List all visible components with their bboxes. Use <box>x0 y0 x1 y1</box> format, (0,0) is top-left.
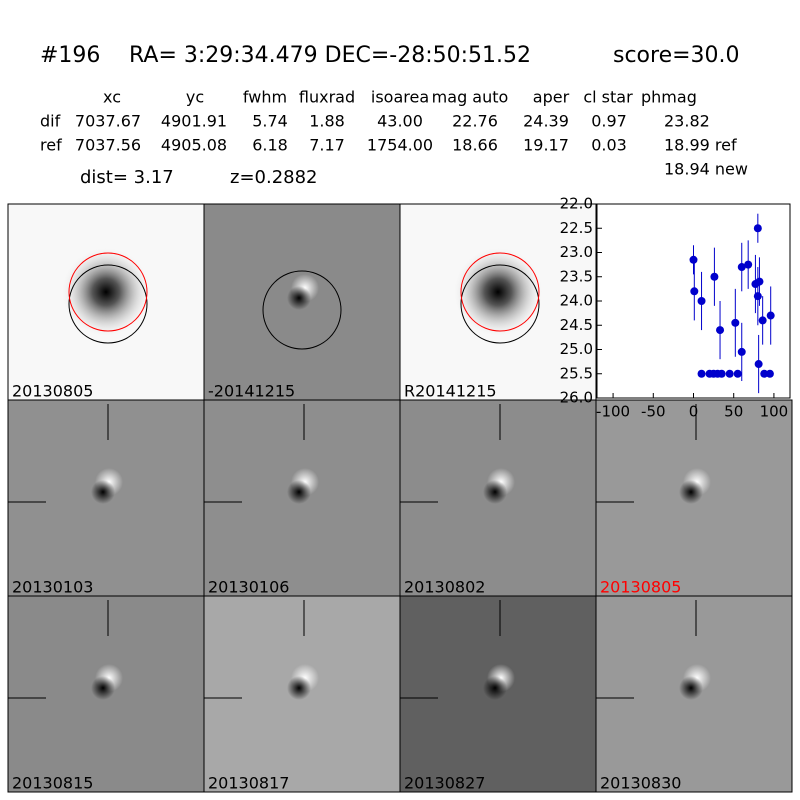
cell: 18.99 ref <box>664 136 737 155</box>
cell: 0.97 <box>591 112 627 131</box>
y-tick-label: 23.5 <box>560 267 593 285</box>
cell: 7.17 <box>309 136 345 155</box>
redshift: z=0.2882 <box>230 167 318 188</box>
cell: 23.82 <box>664 112 710 131</box>
cell: 4901.91 <box>161 112 227 131</box>
data-point <box>710 272 719 281</box>
data-point <box>733 369 742 378</box>
column-header: xc <box>103 88 121 107</box>
y-tick-label: 23.0 <box>560 243 593 261</box>
data-point <box>753 292 762 301</box>
data-point <box>760 369 769 378</box>
cell: 43.00 <box>377 112 423 131</box>
column-header: isoarea <box>371 88 429 107</box>
x-tick-label: -100 <box>596 403 630 421</box>
dark-lobe <box>679 480 703 504</box>
y-tick-label: 25.0 <box>560 340 593 358</box>
panel-label: R20141215 <box>404 382 497 401</box>
data-point <box>758 316 767 325</box>
aperture <box>460 264 540 344</box>
column-header: fluxrad <box>299 88 355 107</box>
cell: 1.88 <box>309 112 345 131</box>
panel-label: -20141215 <box>208 382 295 401</box>
row-label: dif <box>40 112 61 131</box>
cell: 24.39 <box>523 112 569 131</box>
dark-lobe <box>287 676 311 700</box>
panel-label: 20130103 <box>12 578 93 597</box>
dist: dist= 3.17 <box>80 167 174 188</box>
dark-lobe <box>91 676 115 700</box>
galaxy <box>453 247 543 337</box>
cell: 22.76 <box>452 112 498 131</box>
cell: 7037.56 <box>75 136 141 155</box>
panel-label: 20130805 <box>12 382 93 401</box>
cell: 4905.08 <box>161 136 227 155</box>
cell: 0.03 <box>591 136 627 155</box>
data-point <box>717 369 726 378</box>
score: score=30.0 <box>613 43 740 68</box>
y-tick-label: 26.0 <box>560 389 593 407</box>
panel-label: 20130805 <box>600 578 681 597</box>
dark-lobe <box>287 286 311 310</box>
coordinates: RA= 3:29:34.479 DEC=-28:50:51.52 <box>129 43 531 68</box>
panel-label: 20130106 <box>208 578 289 597</box>
plot-area <box>596 203 791 399</box>
column-header: phmag <box>641 88 697 107</box>
y-tick-label: 22.5 <box>560 219 593 237</box>
dark-lobe <box>483 676 507 700</box>
panel-label: 20130827 <box>404 774 485 793</box>
dark-lobe <box>91 480 115 504</box>
row-label: ref <box>40 136 62 155</box>
data-point <box>737 347 746 356</box>
x-tick-label: 0 <box>689 403 699 421</box>
x-tick-label: 50 <box>724 403 743 421</box>
y-tick-label: 25.5 <box>560 364 593 382</box>
column-header: aper <box>533 88 570 107</box>
object-id: #196 <box>40 43 100 68</box>
data-point <box>731 318 740 327</box>
dark-lobe <box>483 480 507 504</box>
panel-label: 20130830 <box>600 774 681 793</box>
dark-lobe <box>287 480 311 504</box>
cell: 19.17 <box>523 136 569 155</box>
galaxy <box>61 247 151 337</box>
data-point <box>689 255 698 264</box>
y-tick-label: 22.0 <box>560 195 593 213</box>
aperture <box>68 264 148 344</box>
panel-label: 20130817 <box>208 774 289 793</box>
data-point <box>725 369 734 378</box>
phmag-new: 18.94 new <box>664 160 748 179</box>
column-header: yc <box>186 88 204 107</box>
aperture-ref <box>68 252 148 332</box>
data-point <box>737 263 746 272</box>
x-tick-label: -50 <box>641 403 666 421</box>
aperture <box>262 270 342 350</box>
cell: 18.66 <box>452 136 498 155</box>
y-tick-label: 24.0 <box>560 292 593 310</box>
data-point <box>690 287 699 296</box>
cell: 7037.67 <box>75 112 141 131</box>
data-point <box>697 369 706 378</box>
data-point <box>754 360 763 369</box>
data-point <box>753 224 762 233</box>
data-point <box>716 326 725 335</box>
panel-label: 20130815 <box>12 774 93 793</box>
column-header: mag auto <box>432 88 509 107</box>
cell: 6.18 <box>252 136 288 155</box>
data-point <box>765 369 774 378</box>
data-point <box>744 260 753 269</box>
data-point <box>766 311 775 320</box>
panel-label: 20130802 <box>404 578 485 597</box>
y-tick-label: 24.5 <box>560 316 593 334</box>
aperture-ref <box>460 252 540 332</box>
x-tick-label: 100 <box>760 403 789 421</box>
column-header: fwhm <box>243 88 287 107</box>
cell: 1754.00 <box>367 136 433 155</box>
data-point <box>697 297 706 305</box>
data-point <box>755 277 764 286</box>
dark-lobe <box>679 676 703 700</box>
cell: 5.74 <box>252 112 288 131</box>
column-header: cl star <box>583 88 633 107</box>
